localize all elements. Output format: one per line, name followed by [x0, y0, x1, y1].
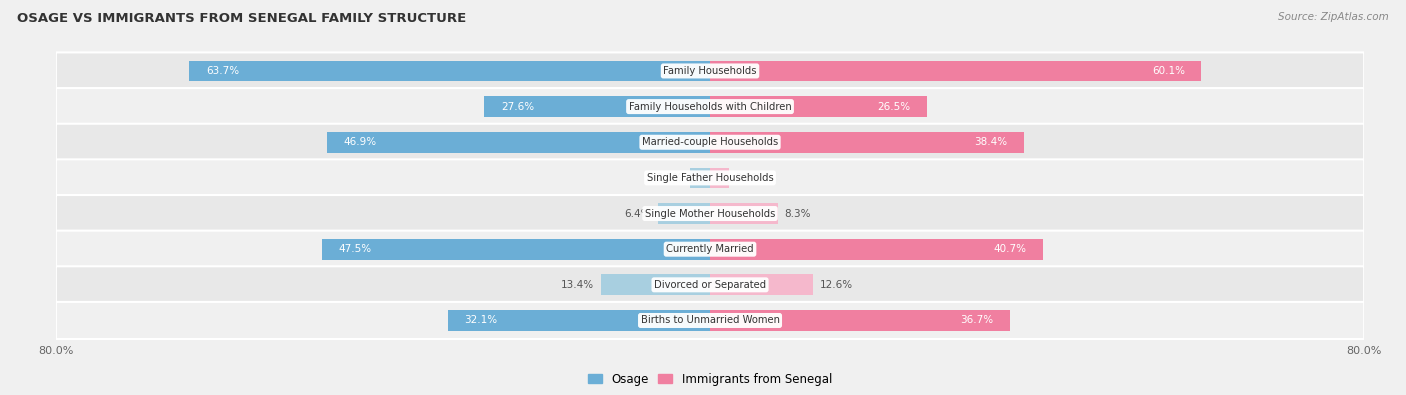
FancyBboxPatch shape [56, 195, 1364, 232]
FancyBboxPatch shape [56, 124, 1364, 161]
Text: 60.1%: 60.1% [1152, 66, 1185, 76]
Bar [600, 275, 710, 295]
Text: 2.3%: 2.3% [735, 173, 762, 183]
Bar [322, 239, 710, 260]
Text: Source: ZipAtlas.com: Source: ZipAtlas.com [1278, 12, 1389, 22]
Bar [710, 310, 1010, 331]
Text: 2.5%: 2.5% [657, 173, 683, 183]
Text: Births to Unmarried Women: Births to Unmarried Women [641, 316, 779, 325]
Bar [447, 310, 710, 331]
FancyBboxPatch shape [56, 302, 1364, 339]
Text: 32.1%: 32.1% [464, 316, 498, 325]
Text: Married-couple Households: Married-couple Households [643, 137, 778, 147]
Text: 8.3%: 8.3% [785, 209, 811, 218]
Text: 13.4%: 13.4% [561, 280, 593, 290]
Bar [326, 132, 710, 152]
Text: 38.4%: 38.4% [974, 137, 1008, 147]
Text: 27.6%: 27.6% [501, 102, 534, 112]
Text: OSAGE VS IMMIGRANTS FROM SENEGAL FAMILY STRUCTURE: OSAGE VS IMMIGRANTS FROM SENEGAL FAMILY … [17, 12, 467, 25]
Bar [710, 60, 1201, 81]
FancyBboxPatch shape [56, 266, 1364, 303]
Text: Divorced or Separated: Divorced or Separated [654, 280, 766, 290]
FancyBboxPatch shape [56, 88, 1364, 125]
Text: 40.7%: 40.7% [993, 244, 1026, 254]
Text: Family Households with Children: Family Households with Children [628, 102, 792, 112]
Text: Single Mother Households: Single Mother Households [645, 209, 775, 218]
Text: 6.4%: 6.4% [624, 209, 651, 218]
Bar [710, 132, 1024, 152]
Bar [710, 239, 1043, 260]
Text: Family Households: Family Households [664, 66, 756, 76]
Text: 36.7%: 36.7% [960, 316, 994, 325]
Text: 47.5%: 47.5% [339, 244, 371, 254]
Bar [485, 96, 710, 117]
Text: 46.9%: 46.9% [343, 137, 377, 147]
FancyBboxPatch shape [56, 231, 1364, 268]
Text: Currently Married: Currently Married [666, 244, 754, 254]
Bar [710, 275, 813, 295]
Bar [658, 203, 710, 224]
FancyBboxPatch shape [56, 53, 1364, 90]
Bar [710, 96, 927, 117]
Bar [689, 167, 710, 188]
FancyBboxPatch shape [56, 159, 1364, 196]
Text: 26.5%: 26.5% [877, 102, 910, 112]
Bar [710, 167, 728, 188]
Legend: Osage, Immigrants from Senegal: Osage, Immigrants from Senegal [583, 368, 837, 390]
Text: 12.6%: 12.6% [820, 280, 852, 290]
Text: Single Father Households: Single Father Households [647, 173, 773, 183]
Text: 63.7%: 63.7% [205, 66, 239, 76]
Bar [190, 60, 710, 81]
Bar [710, 203, 778, 224]
